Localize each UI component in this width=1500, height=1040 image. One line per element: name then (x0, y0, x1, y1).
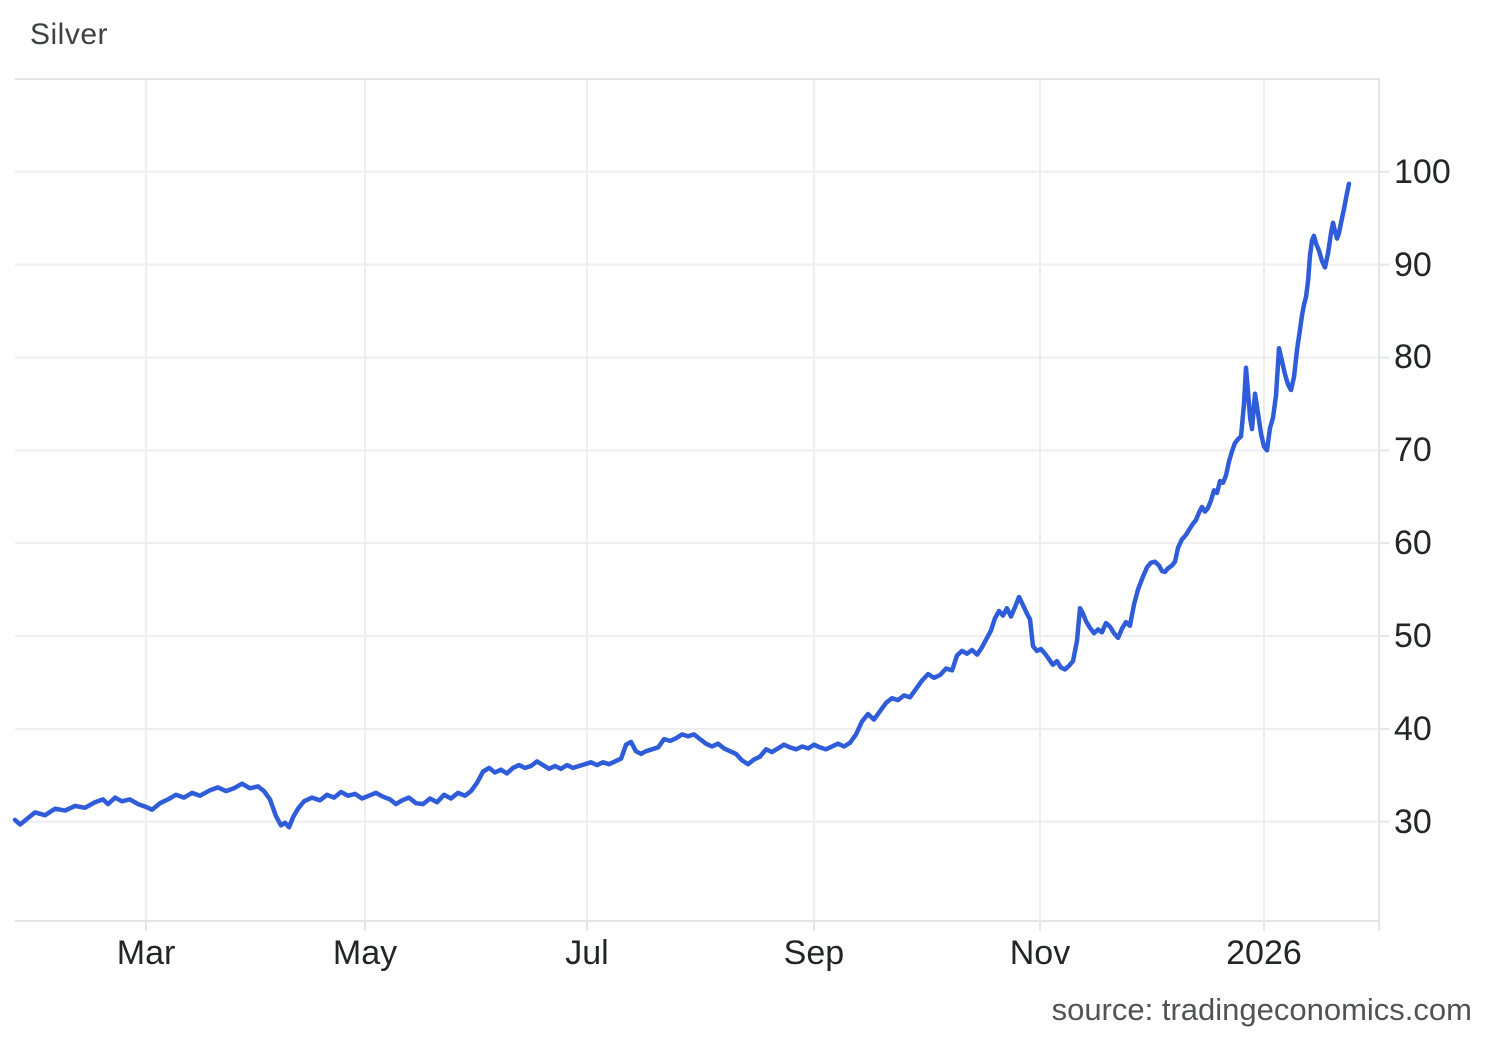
chart-title: Silver (30, 18, 109, 51)
source-attribution: source: tradingeconomics.com (1051, 992, 1472, 1027)
y-axis-label: 70 (1394, 431, 1432, 470)
x-axis-label: Sep (783, 934, 845, 972)
y-axis-label: 80 (1394, 338, 1432, 377)
y-axis-label: 40 (1394, 709, 1432, 748)
price-line (12, 181, 1352, 830)
y-axis-label: 50 (1394, 617, 1432, 656)
y-axis-label: 30 (1394, 802, 1432, 841)
y-axis-label: 100 (1394, 152, 1451, 191)
x-axis-label: Jul (565, 934, 609, 972)
x-axis-label: May (332, 934, 398, 972)
y-axis-label: 60 (1394, 524, 1432, 563)
plot-area[interactable] (12, 78, 1389, 931)
x-axis-label: Mar (116, 934, 176, 972)
y-axis-label: 90 (1394, 245, 1432, 284)
chart-canvas (12, 78, 1389, 931)
x-axis-label: Nov (1009, 934, 1071, 972)
x-axis-label: 2026 (1226, 934, 1302, 972)
